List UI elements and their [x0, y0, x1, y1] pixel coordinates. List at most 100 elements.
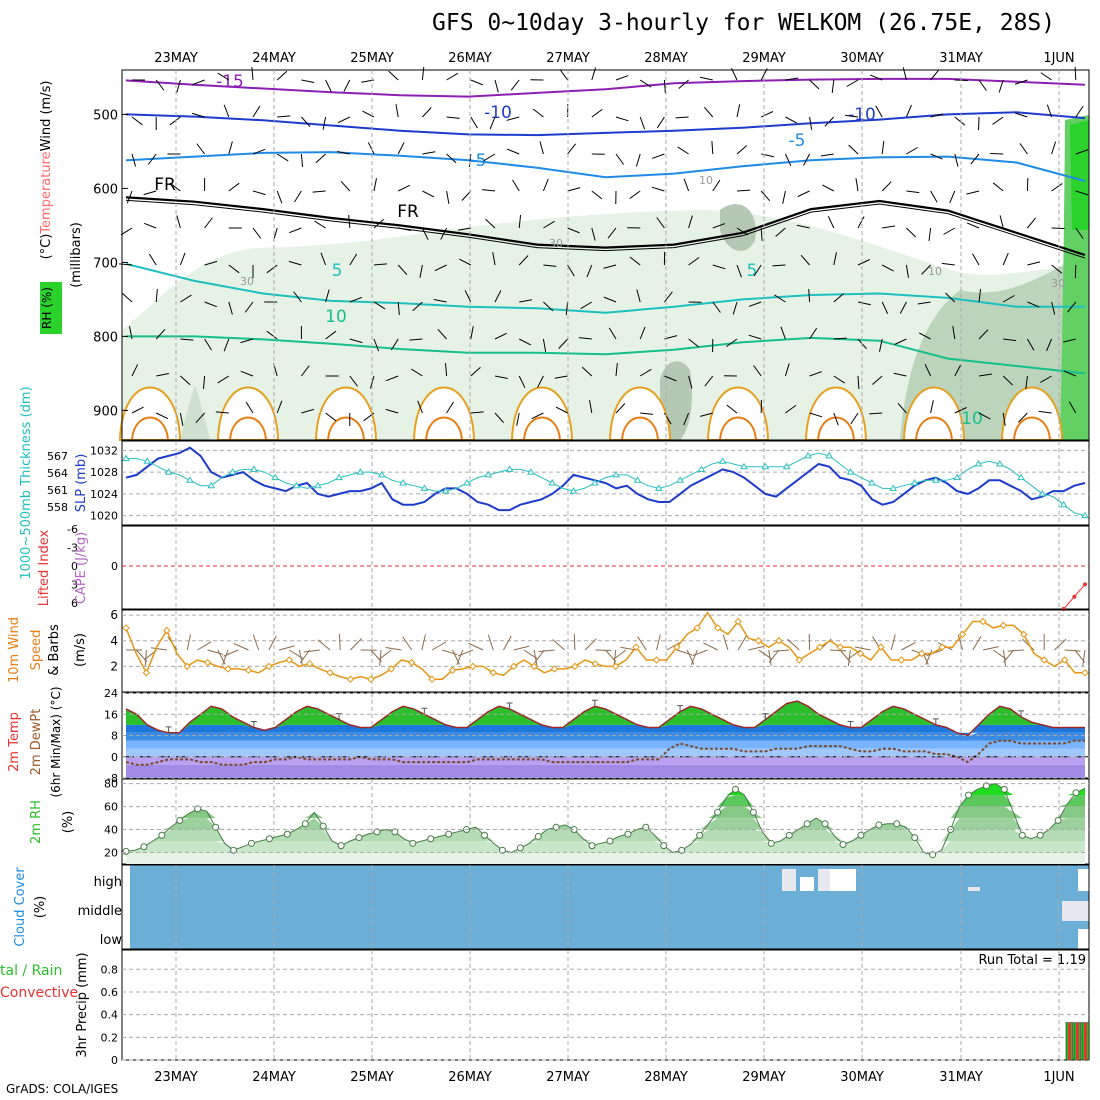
- rh-marker-0: [122, 847, 130, 855]
- wind-barb-319: [1063, 338, 1076, 343]
- thickness-marker-36: [505, 465, 514, 472]
- wind-barb-40: [131, 116, 143, 126]
- contour-5: [126, 335, 1086, 375]
- surface-barb-15: [278, 645, 295, 651]
- wind-barb-139: [591, 190, 603, 200]
- rh-marker-100: [1018, 831, 1026, 839]
- wind-marker-76: [897, 656, 906, 664]
- wind-barb-105: [736, 145, 748, 155]
- wind-barb-138: [567, 187, 581, 192]
- surface-barb-8: [207, 649, 224, 655]
- surface-barb-29: [421, 634, 426, 651]
- wind-barb-279: [1067, 301, 1077, 313]
- wind-barb-187: [775, 227, 786, 237]
- contour-label-5: FR: [154, 175, 176, 195]
- temp-20-contour-6: [719, 416, 757, 441]
- rh-marker-68: [731, 785, 739, 793]
- rh-marker-84: [875, 821, 883, 829]
- surface-barb-35: [468, 642, 484, 651]
- wind-barb-259: [580, 301, 593, 310]
- wind-barb-394: [954, 407, 967, 414]
- wind-barb-93: [446, 153, 457, 164]
- li-ytick-label-2: 0: [71, 560, 78, 573]
- wind-barb-131: [397, 184, 411, 192]
- wind-barb-144: [712, 179, 721, 192]
- wind-barb-137: [542, 178, 549, 192]
- wind-barb-361: [155, 412, 169, 420]
- surface-barb-41: [534, 649, 545, 664]
- wind-barb-20: [615, 75, 629, 81]
- temp-20-contour-1: [229, 416, 267, 441]
- wind-barb-201: [148, 253, 157, 266]
- wind-barb-266: [748, 301, 762, 307]
- rh-marker-82: [857, 831, 865, 839]
- slp-panel-frame: [121, 440, 1090, 526]
- wind-barb-13: [446, 72, 459, 81]
- wind-marker-94: [1081, 669, 1089, 677]
- precip-ytick-label-2: 0.4: [101, 1009, 119, 1022]
- thickness-marker-68: [846, 468, 855, 475]
- wind-marker-14: [265, 662, 273, 671]
- wind-marker-74: [877, 643, 885, 651]
- wind-barb-291: [390, 338, 399, 351]
- grads-credit: GrADS: COLA/IGES: [6, 1082, 119, 1096]
- wind-barb-126: [276, 190, 283, 204]
- temp-minmax-28: [421, 707, 428, 715]
- wind-barb-136: [512, 179, 520, 192]
- thickness-marker-74: [910, 479, 919, 486]
- precip-ytick-label-1: 0.2: [101, 1031, 119, 1044]
- surface-barb-20: [317, 639, 331, 651]
- wind-barb-224: [712, 264, 726, 270]
- temp-ylabel-3: (6hr Min/Max) (°C): [49, 686, 63, 797]
- wind-barb-331: [385, 375, 399, 382]
- wind-barb-367: [301, 408, 315, 414]
- wind-barb-264: [712, 301, 721, 313]
- wind-marker-78: [918, 649, 926, 658]
- precip-convective-bar-0: [1068, 1022, 1071, 1060]
- rh-marker-78: [821, 820, 829, 828]
- slp-ytick-label-2: 1024: [90, 488, 118, 501]
- wind-barb-341: [639, 368, 652, 377]
- wind-barb-385: [726, 404, 738, 414]
- thickness-marker-50: [654, 484, 663, 491]
- slp-ytick-label-1: 1028: [90, 466, 118, 479]
- surface-barb-33: [456, 649, 464, 666]
- top-day-label-3: 26MAY: [448, 51, 492, 66]
- wind-barb-162: [176, 215, 181, 229]
- thickness-marker-56: [718, 457, 727, 464]
- thickness-marker-40: [548, 479, 557, 486]
- wind-barb-110: [848, 144, 859, 155]
- temp-ytick-label-3: 16: [104, 708, 118, 721]
- wind-barb-397: [1018, 412, 1028, 423]
- rh-marker-36: [445, 830, 453, 838]
- surface-barb-56: [690, 649, 698, 666]
- surface-barb-86: [1002, 649, 1007, 666]
- wind-barb-252: [412, 301, 423, 312]
- wind-marker-22: [346, 675, 355, 683]
- temp-20-contour-3: [425, 416, 463, 441]
- rh-marker-48: [552, 823, 560, 831]
- wind-marker-68: [816, 643, 824, 651]
- wind-barb-357: [1025, 375, 1028, 389]
- wind-barb-129: [340, 181, 351, 192]
- wind-marker-56: [693, 624, 702, 632]
- wind-barb-42: [169, 116, 181, 126]
- wind-barb-184: [712, 223, 726, 229]
- surface-barb-2: [144, 649, 147, 666]
- wind-barb-177: [543, 220, 555, 229]
- wind-barb-109: [820, 153, 834, 157]
- wind-barb-274: [945, 292, 956, 303]
- wind-barb-355: [978, 373, 992, 377]
- wind-barb-321: [156, 373, 170, 377]
- thickness-marker-22: [356, 468, 365, 475]
- wind-barb-33: [930, 69, 940, 81]
- wind-barb-262: [664, 291, 673, 303]
- wind-barb-3: [192, 79, 205, 86]
- rh-ylabel-2: (%): [61, 811, 76, 834]
- wind-barb-98: [567, 143, 576, 155]
- wind-barb-379: [589, 400, 593, 414]
- wind-barb-396: [1002, 412, 1006, 426]
- precip-ylabel: 3hr Precip (mm): [75, 952, 90, 1057]
- wind-barb-65: [736, 104, 741, 118]
- wind-barb-1: [155, 79, 165, 91]
